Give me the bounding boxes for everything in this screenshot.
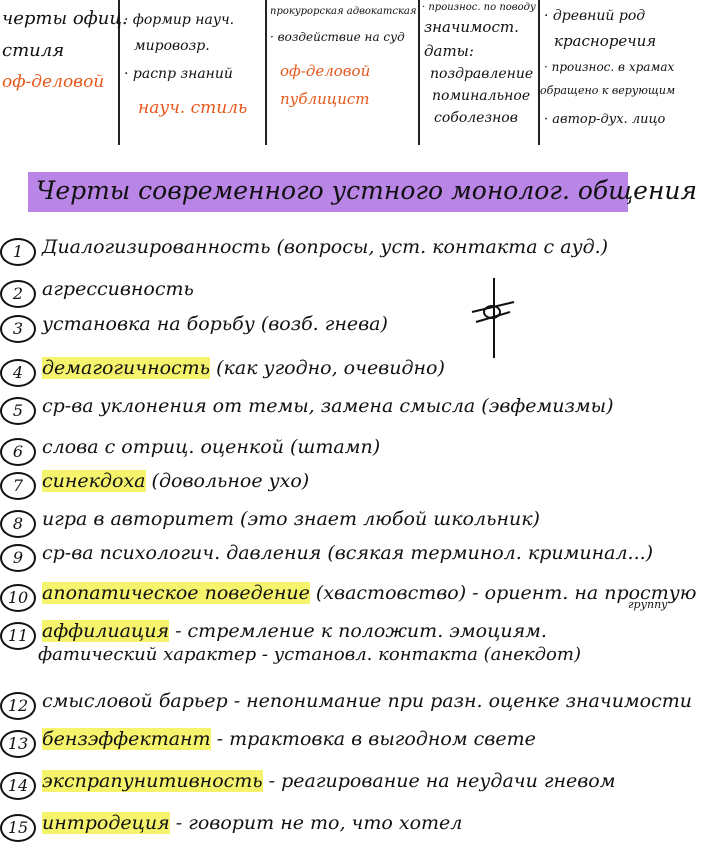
highlighted-term: экспрапунитивность [42, 770, 263, 792]
item-description: (хвастовство) - ориент. на простую [309, 582, 697, 604]
col1-line3: оф-деловой [2, 72, 105, 92]
item-description: (как угодно, очевидно) [210, 357, 445, 379]
col2-line1: · формир науч. [124, 12, 235, 28]
list-item: 5 ср-ва уклонения от темы, замена смысла … [0, 395, 718, 433]
list-item: 14 экспрапунитивность - реагирование на н… [0, 770, 718, 808]
col5-line4: обращено к верующим [540, 84, 676, 97]
col5-line1: · древний род [544, 8, 646, 24]
top-table: черты офиц. стиля оф-деловой · формир на… [0, 0, 718, 145]
item-text: интродеция - говорит не то, что хотел [42, 812, 462, 834]
highlighted-term: апопатическое поведение [42, 582, 310, 604]
strikethrough-mark-icon [471, 278, 515, 358]
list-item: 11 аффилиация - стремление к положит. эмо… [0, 620, 718, 658]
heading-text: Черты современного устного монолог. обще… [36, 176, 698, 205]
col3-line1: прокурорская адвокатская [270, 6, 417, 17]
item-text: Диалогизированность (вопросы, уст. конта… [42, 236, 608, 258]
list-item: 8 игра в авторитет (это знает любой школь… [0, 508, 718, 546]
list-item: 4 демагогичность (как угодно, очевидно) [0, 357, 718, 395]
column-divider [538, 0, 540, 145]
highlighted-term: аффилиация [42, 620, 170, 642]
col5-line3: · произнос. в храмах [544, 60, 675, 74]
column-divider [265, 0, 267, 145]
item-description: установка на борьбу (возб. гнева) [42, 313, 388, 335]
list-item: 7 синекдоха (довольное ухо) [0, 470, 718, 508]
list-item: 9 ср-ва психологич. давления (всякая терм… [0, 542, 718, 580]
item-description: смысловой барьер - непонимание при разн.… [42, 690, 693, 712]
item-number: 3 [0, 315, 36, 343]
list-item: 12 смысловой барьер - непонимание при раз… [0, 690, 718, 728]
item-text: синекдоха (довольное ухо) [42, 470, 309, 492]
col4-line1: · произнос. по поводу [422, 2, 536, 13]
col4-line6: соболезнов [434, 110, 518, 126]
item-description: (довольное ухо) [145, 470, 310, 492]
highlighted-term: демагогичность [42, 357, 211, 379]
item-description: ср-ва уклонения от темы, замена смысла (… [42, 395, 614, 417]
col1-line2: стиля [2, 40, 65, 61]
highlighted-term: бензэффектант [42, 728, 211, 750]
col5-line5: · автор-дух. лицо [544, 112, 666, 127]
fatic-note: фатический характер - установл. контакта… [38, 644, 581, 665]
item-number: 10 [0, 584, 36, 612]
item-description: игра в авторитет (это знает любой школьн… [42, 508, 540, 530]
col3-line4: публицист [280, 90, 370, 108]
item-number: 8 [0, 510, 36, 538]
item-text: ср-ва уклонения от темы, замена смысла (… [42, 395, 614, 417]
item-description: - реагирование на неудачи гневом [262, 770, 616, 792]
item-description: - трактовка в выгодном свете [210, 728, 536, 750]
column-divider [118, 0, 120, 145]
item-text: аффилиация - стремление к положит. эмоци… [42, 620, 547, 642]
list-item: 3 установка на борьбу (возб. гнева) [0, 313, 718, 351]
col3-line3: оф-деловой [280, 62, 371, 80]
col2-line2: мировозр. [134, 38, 210, 54]
list-item: 10 апопатическое поведение (хвастовство) … [0, 582, 718, 620]
col4-line4: поздравление [430, 66, 534, 82]
item-description: - стремление к положит. эмоциям. [169, 620, 547, 642]
item-text: установка на борьбу (возб. гнева) [42, 313, 388, 335]
list-item: 2 агрессивность [0, 278, 718, 316]
item-text: ср-ва психологич. давления (всякая терми… [42, 542, 653, 564]
item-text: апопатическое поведение (хвастовство) - … [42, 582, 696, 604]
item-text: экспрапунитивность - реагирование на неу… [42, 770, 615, 792]
section-heading: Черты современного устного монолог. обще… [28, 172, 697, 212]
list-item: 13 бензэффектант - трактовка в выгодном с… [0, 728, 718, 766]
highlighted-term: интродеция [42, 812, 170, 834]
list-item: 1 Диалогизированность (вопросы, уст. конт… [0, 236, 718, 274]
item-description: - говорит не то, что хотел [169, 812, 463, 834]
item-text: бензэффектант - трактовка в выгодном све… [42, 728, 536, 750]
item-description: агрессивность [42, 278, 194, 300]
item-text: слова с отриц. оценкой (штамп) [42, 436, 380, 458]
item-number: 5 [0, 397, 36, 425]
col4-line5: поминальное [432, 88, 531, 104]
item-text: смысловой барьер - непонимание при разн.… [42, 690, 692, 712]
col3-line2: · воздействие на суд [270, 30, 405, 44]
item-text: игра в авторитет (это знает любой школьн… [42, 508, 540, 530]
item-number: 6 [0, 438, 36, 466]
item-number: 1 [0, 238, 36, 266]
item-number: 15 [0, 814, 36, 842]
item-number: 9 [0, 544, 36, 572]
column-divider [418, 0, 420, 145]
item-number: 4 [0, 359, 36, 387]
item-number: 2 [0, 280, 36, 308]
item-description: слова с отриц. оценкой (штамп) [42, 436, 381, 458]
item-subnote: группу [628, 598, 668, 611]
col4-line3: даты: [424, 42, 474, 60]
col4-line2: значимост. [424, 18, 519, 36]
item-description: Диалогизированность (вопросы, уст. конта… [42, 236, 609, 258]
col2-line3: · распр знаний [124, 66, 233, 82]
col2-line4: науч. стиль [138, 98, 248, 118]
item-text: демагогичность (как угодно, очевидно) [42, 357, 445, 379]
col5-line2: красноречия [554, 32, 657, 50]
item-description: ср-ва психологич. давления (всякая терми… [42, 542, 654, 564]
item-number: 12 [0, 692, 36, 720]
highlighted-term: синекдоха [42, 470, 146, 492]
list-item: 6 слова с отриц. оценкой (штамп) [0, 436, 718, 474]
item-number: 11 [0, 622, 36, 650]
col1-line1: черты офиц. [2, 8, 128, 29]
item-number: 13 [0, 730, 36, 758]
item-text: агрессивность [42, 278, 194, 300]
item-number: 7 [0, 472, 36, 500]
item-number: 14 [0, 772, 36, 800]
list-item: 15 интродеция - говорит не то, что хотел [0, 812, 718, 850]
